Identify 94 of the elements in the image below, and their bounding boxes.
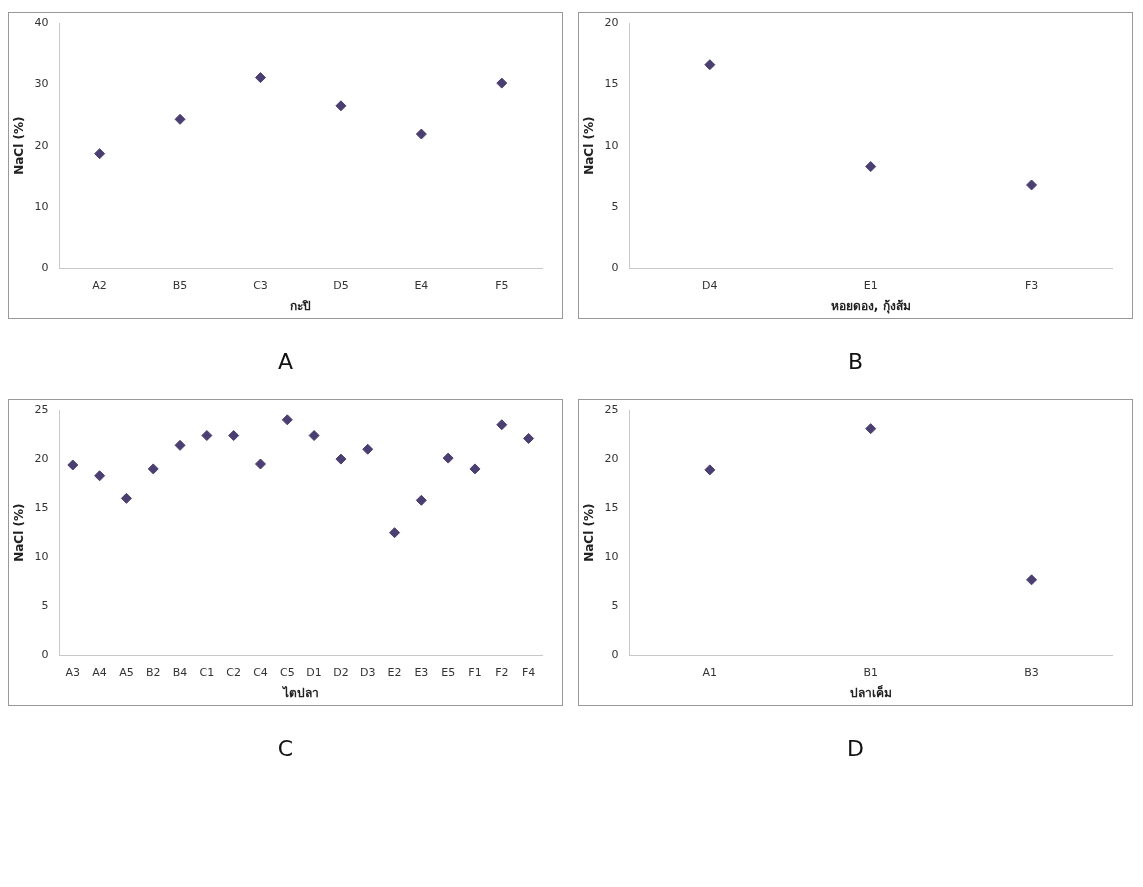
y-axis-title: NaCl (%) bbox=[582, 116, 597, 175]
x-tick-label: E1 bbox=[863, 278, 878, 292]
x-axis-title: กะปิ bbox=[290, 298, 312, 313]
x-tick-label: B1 bbox=[863, 665, 878, 679]
y-axis-title: NaCl (%) bbox=[12, 116, 27, 175]
y-tick-label: 25 bbox=[604, 402, 619, 416]
y-tick-label: 25 bbox=[34, 402, 49, 416]
point bbox=[415, 494, 427, 506]
y-tick-label: 5 bbox=[611, 199, 619, 213]
y-tick-label: 5 bbox=[41, 599, 49, 613]
x-tick-label: B5 bbox=[172, 278, 188, 292]
x-tick-label: C5 bbox=[279, 665, 295, 679]
y-tick-label: 20 bbox=[604, 451, 619, 465]
point bbox=[147, 463, 159, 475]
x-tick-label: B3 bbox=[1024, 665, 1039, 679]
x-tick-label: E5 bbox=[441, 665, 456, 679]
x-tick-label: D4 bbox=[702, 278, 718, 292]
text: A bbox=[277, 349, 294, 374]
point bbox=[389, 527, 401, 539]
text: C bbox=[277, 736, 294, 761]
point bbox=[496, 77, 508, 89]
x-axis-title: ไตปลา bbox=[280, 684, 319, 700]
y-tick-label: 15 bbox=[34, 501, 49, 515]
y-tick-label: 10 bbox=[34, 199, 49, 213]
x-tick-label: F1 bbox=[468, 665, 482, 679]
x-tick-label: C3 bbox=[253, 278, 268, 292]
point bbox=[94, 148, 106, 160]
x-tick-label: D2 bbox=[333, 665, 349, 679]
point bbox=[335, 100, 347, 112]
point bbox=[496, 419, 508, 431]
x-axis-title: ปลาเค็ม bbox=[849, 684, 892, 700]
y-tick-label: 0 bbox=[41, 648, 49, 662]
y-tick-label: 10 bbox=[34, 550, 49, 564]
x-tick-label: F2 bbox=[495, 665, 509, 679]
x-tick-label: C2 bbox=[226, 665, 242, 679]
x-tick-label: E3 bbox=[414, 665, 429, 679]
y-tick-label: 10 bbox=[604, 138, 619, 152]
point bbox=[67, 459, 79, 471]
x-tick-label: C4 bbox=[253, 665, 268, 679]
y-tick-label: 0 bbox=[611, 261, 619, 275]
x-tick-label: D1 bbox=[306, 665, 322, 679]
x-tick-label: B2 bbox=[145, 665, 161, 679]
point bbox=[120, 492, 132, 504]
y-tick-label: 15 bbox=[604, 501, 619, 515]
point bbox=[254, 458, 266, 470]
x-tick-label: F5 bbox=[495, 278, 509, 292]
point bbox=[201, 430, 213, 442]
x-axis-title: หอยดอง, กุ้งส้ม bbox=[830, 298, 911, 314]
y-tick-label: 0 bbox=[41, 261, 49, 275]
y-tick-label: 15 bbox=[604, 77, 619, 91]
x-tick-label: F3 bbox=[1024, 278, 1039, 292]
x-tick-label: A3 bbox=[65, 665, 81, 679]
x-tick-label: A1 bbox=[702, 665, 718, 679]
point bbox=[523, 432, 535, 444]
point bbox=[704, 59, 716, 71]
point bbox=[362, 443, 374, 455]
point bbox=[1026, 574, 1038, 586]
x-tick-label: B4 bbox=[172, 665, 188, 679]
point bbox=[228, 430, 240, 442]
x-tick-label: F4 bbox=[521, 665, 536, 679]
point bbox=[865, 161, 877, 173]
text: D bbox=[847, 736, 864, 761]
y-tick-label: 0 bbox=[611, 648, 619, 662]
y-tick-label: 5 bbox=[611, 599, 619, 613]
point bbox=[254, 72, 266, 84]
y-tick-label: 20 bbox=[34, 138, 49, 152]
point bbox=[865, 423, 877, 435]
y-axis-title: NaCl (%) bbox=[12, 503, 27, 562]
x-tick-label: E4 bbox=[414, 278, 429, 292]
point bbox=[469, 463, 481, 475]
point bbox=[1026, 179, 1038, 191]
y-axis-title: NaCl (%) bbox=[582, 503, 597, 562]
y-tick-label: 10 bbox=[604, 550, 619, 564]
point bbox=[415, 128, 427, 140]
x-tick-label: D3 bbox=[359, 665, 376, 679]
point bbox=[308, 430, 320, 442]
point bbox=[174, 113, 186, 125]
y-tick-label: 40 bbox=[34, 15, 49, 29]
x-tick-label: C1 bbox=[199, 665, 215, 679]
point bbox=[174, 439, 186, 451]
y-tick-label: 20 bbox=[604, 15, 619, 29]
point bbox=[281, 414, 293, 426]
y-tick-label: 30 bbox=[34, 77, 49, 91]
x-tick-label: A4 bbox=[92, 665, 107, 679]
x-tick-label: E2 bbox=[387, 665, 402, 679]
text: B bbox=[847, 349, 864, 374]
x-tick-label: A2 bbox=[92, 278, 107, 292]
y-tick-label: 20 bbox=[34, 451, 49, 465]
x-tick-label: A5 bbox=[119, 665, 134, 679]
point bbox=[94, 470, 106, 482]
point bbox=[442, 452, 454, 464]
point bbox=[335, 453, 347, 465]
point bbox=[704, 464, 716, 476]
x-tick-label: D5 bbox=[333, 278, 349, 292]
